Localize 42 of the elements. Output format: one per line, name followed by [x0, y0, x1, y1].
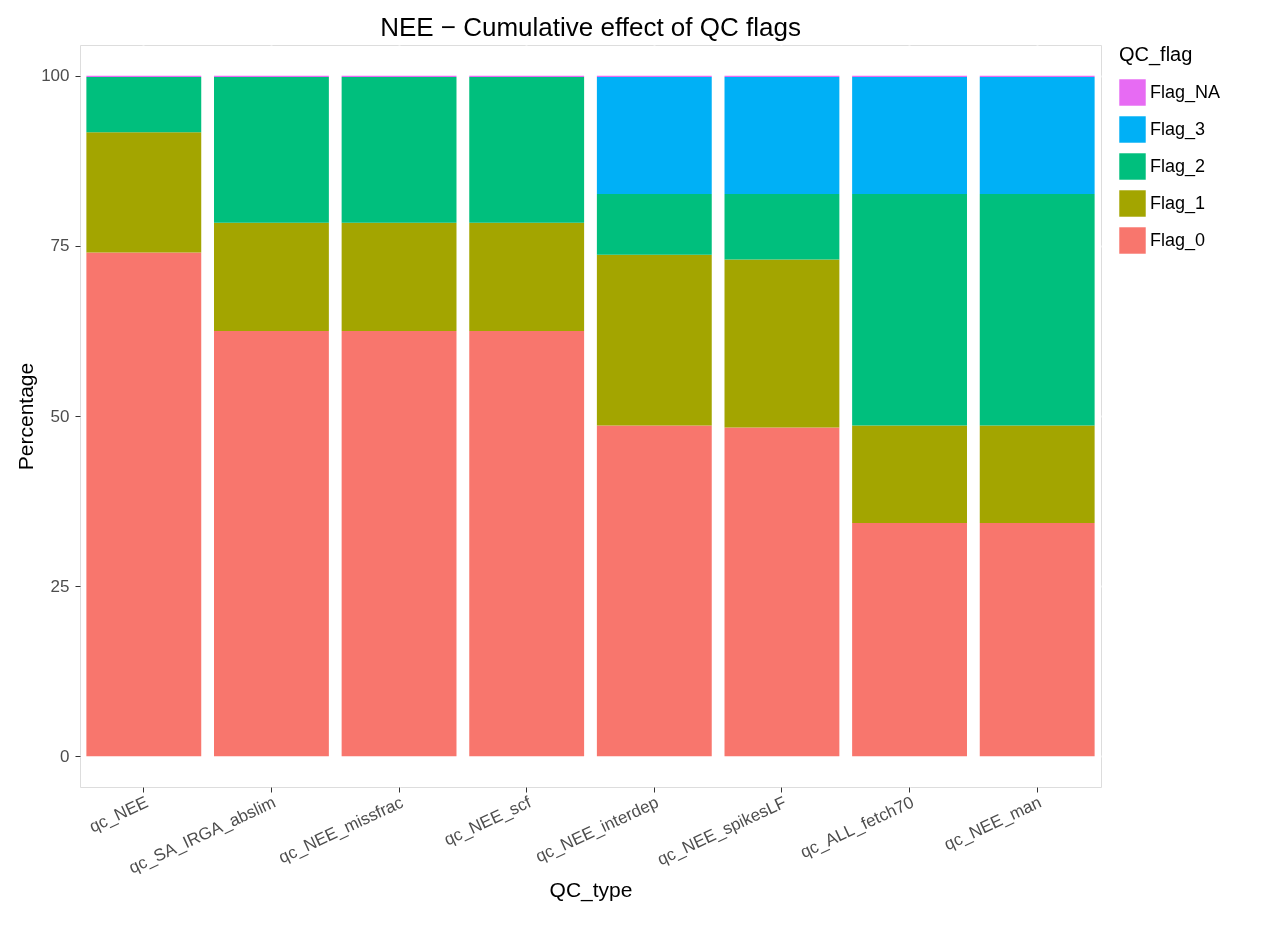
legend-label: Flag_1 [1150, 192, 1206, 214]
bar [724, 259, 840, 428]
bar [852, 522, 967, 757]
chart-title: NEE − Cumulative effect of QC flags [380, 12, 801, 42]
bar [341, 330, 457, 757]
bar [852, 425, 967, 523]
bar [596, 254, 712, 426]
legend-label: Flag_3 [1150, 118, 1206, 140]
bar [214, 222, 329, 331]
bar [86, 252, 202, 757]
x-axis-title: QC_type [549, 878, 633, 903]
bar [852, 76, 967, 195]
bar [596, 425, 712, 757]
bar [979, 425, 1095, 523]
legend-label: Flag_2 [1150, 155, 1206, 177]
bar [979, 194, 1095, 426]
y-tick-label: 75 [50, 236, 70, 256]
bar [469, 76, 585, 223]
bar [86, 132, 202, 253]
y-tick-label: 0 [60, 746, 70, 766]
bar [214, 330, 329, 757]
bar [724, 194, 840, 260]
bar [469, 222, 585, 331]
bar [724, 76, 840, 195]
bar [979, 76, 1095, 195]
legend-title: QC_flag [1119, 43, 1193, 66]
legend-label: Flag_0 [1150, 229, 1206, 251]
y-tick-label: 25 [50, 576, 70, 596]
bar [214, 76, 329, 223]
bar [341, 76, 457, 223]
bar [852, 194, 967, 426]
bar [86, 76, 202, 133]
legend-label: Flag_NA [1150, 81, 1221, 103]
bar [979, 522, 1095, 757]
bar [596, 194, 712, 255]
bar [596, 76, 712, 195]
bar [469, 330, 585, 757]
y-axis-title: Percentage [14, 362, 38, 471]
y-tick-label: 100 [41, 66, 70, 86]
y-tick-label: 50 [50, 406, 70, 426]
bar [341, 222, 457, 331]
bar [724, 427, 840, 757]
